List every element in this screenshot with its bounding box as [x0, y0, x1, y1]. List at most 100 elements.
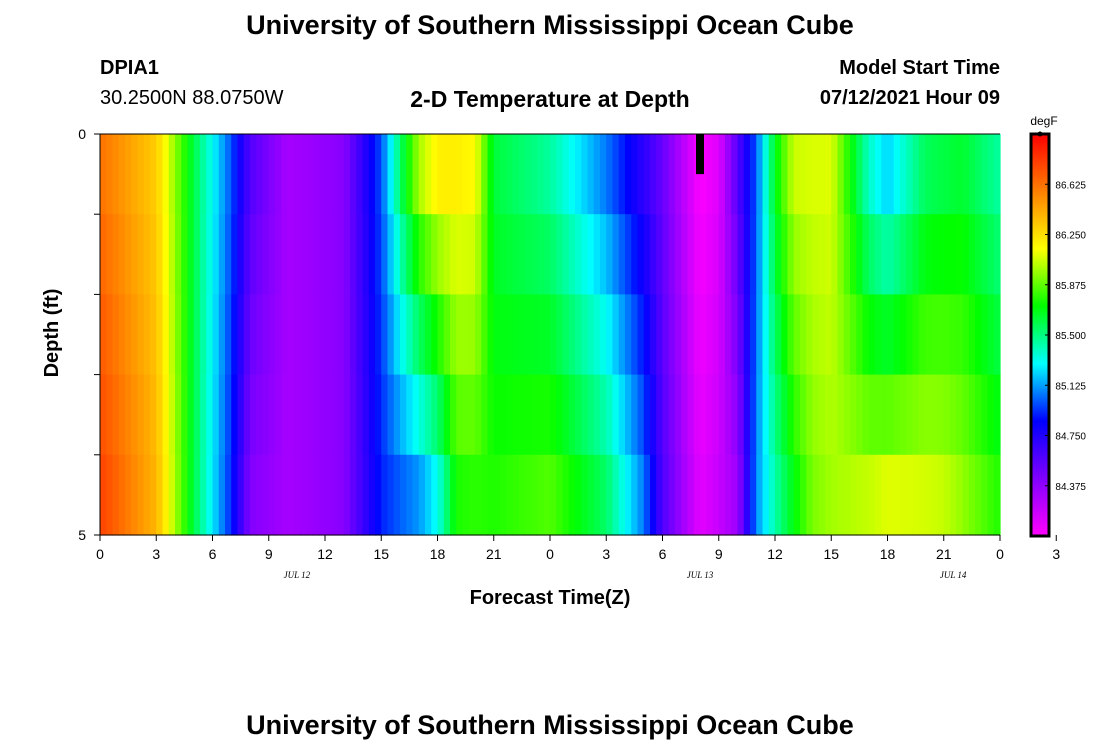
heatmap-cell [975, 374, 982, 456]
heatmap-cell [962, 454, 970, 536]
heatmap-cell [993, 214, 1001, 295]
heatmap-cell [318, 374, 326, 456]
heatmap-cell [118, 134, 126, 215]
heatmap-cell [318, 214, 326, 295]
x-tick-label: 18 [880, 546, 896, 562]
heatmap-cell [906, 134, 914, 215]
heatmap-cell [487, 214, 495, 295]
heatmap-cell [593, 454, 601, 536]
heatmap-cell [893, 374, 901, 456]
heatmap-cell [125, 454, 132, 536]
heatmap-cell [456, 454, 464, 536]
colorbar-tick-label: 85.125 [1055, 381, 1086, 392]
heatmap-cell [818, 214, 826, 295]
heatmap-cell [787, 374, 795, 456]
heatmap-cell [850, 134, 857, 215]
heatmap-cell [175, 294, 182, 376]
heatmap-cell [537, 134, 545, 215]
heatmap-cell [206, 294, 214, 376]
heatmap-cell [143, 294, 151, 376]
colorbar-tick-label: 84.375 [1055, 482, 1086, 493]
heatmap-cell [818, 374, 826, 456]
heatmap-cell [343, 134, 351, 215]
heatmap-cell [418, 134, 426, 215]
heatmap-cell [618, 374, 626, 456]
heatmap-cell [381, 374, 389, 456]
heatmap-cell [143, 214, 151, 295]
heatmap-cell [937, 214, 945, 295]
heatmap-cell [175, 374, 182, 456]
heatmap-cell [668, 454, 676, 536]
heatmap-cell [837, 454, 845, 536]
heatmap-cell [412, 294, 420, 376]
heatmap-cell [231, 134, 239, 215]
heatmap-cell [756, 454, 764, 536]
heatmap-cell [743, 134, 751, 215]
heatmap-cell [431, 214, 439, 295]
heatmap-cell [800, 134, 807, 215]
heatmap-cell [637, 214, 645, 295]
heatmap-cell [368, 454, 376, 536]
heatmap-cell [568, 374, 576, 456]
heatmap-cell [468, 134, 476, 215]
heatmap-cell [112, 454, 120, 536]
heatmap-cell [300, 214, 307, 295]
heatmap-cell [150, 294, 157, 376]
heatmap-cell [731, 214, 739, 295]
heatmap-cell [356, 214, 364, 295]
heatmap-cell [662, 214, 670, 295]
heatmap-cell [993, 134, 1001, 215]
heatmap-cell [256, 214, 264, 295]
heatmap-cell [631, 454, 639, 536]
heatmap-cell [468, 374, 476, 456]
heatmap-cell [906, 214, 914, 295]
heatmap-cell [337, 374, 345, 456]
colorbar-tick-label: 86.625 [1055, 180, 1086, 191]
heatmap-cell [318, 454, 326, 536]
heatmap-cell [275, 294, 282, 376]
heatmap-cell [900, 294, 907, 376]
heatmap-cell [125, 134, 132, 215]
heatmap-cell [606, 454, 614, 536]
heatmap-cell [937, 294, 945, 376]
heatmap-cell [468, 214, 476, 295]
heatmap-cell [281, 294, 289, 376]
heatmap-cell [987, 374, 995, 456]
station-id: DPIA1 [100, 57, 159, 79]
heatmap-cell [737, 134, 745, 215]
heatmap-cell [237, 374, 245, 456]
heatmap-cell [556, 214, 564, 295]
heatmap-cell [731, 294, 739, 376]
heatmap-cell [537, 454, 545, 536]
heatmap-cell [218, 294, 226, 376]
heatmap-cell [868, 294, 876, 376]
heatmap-cell [912, 374, 920, 456]
heatmap-cell [281, 134, 289, 215]
heatmap-cell [593, 134, 601, 215]
heatmap-cell [218, 374, 226, 456]
heatmap-cell [225, 374, 232, 456]
heatmap-cell [737, 294, 745, 376]
heatmap-cell [131, 134, 139, 215]
heatmap-cell [768, 134, 776, 215]
heatmap-cell [312, 374, 320, 456]
heatmap-cell [956, 294, 964, 376]
heatmap-cell [687, 374, 695, 456]
heatmap-cell [600, 454, 607, 536]
heatmap-cell [543, 134, 551, 215]
heatmap-cell [325, 214, 332, 295]
heatmap-cell [806, 374, 814, 456]
heatmap-cell [268, 214, 276, 295]
heatmap-cell [743, 214, 751, 295]
heatmap-cell [943, 374, 951, 456]
heatmap-cell [606, 134, 614, 215]
heatmap-cell [425, 454, 432, 536]
heatmap-cell [800, 454, 807, 536]
heatmap-cell [243, 214, 251, 295]
heatmap-cell [550, 214, 557, 295]
heatmap-cell [343, 374, 351, 456]
heatmap-cell [393, 294, 401, 376]
x-tick-label: 21 [936, 546, 952, 562]
heatmap-cell [981, 374, 989, 456]
heatmap-cell [518, 134, 526, 215]
